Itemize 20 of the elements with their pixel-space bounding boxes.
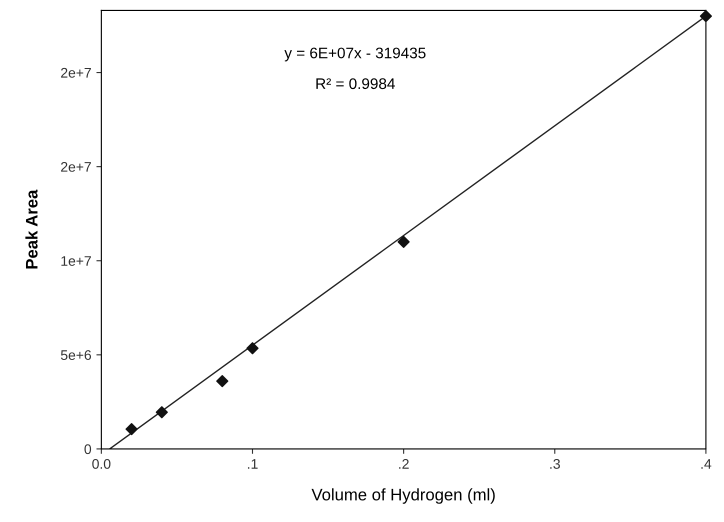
y-tick-label: 2e+7 (61, 162, 91, 172)
x-tick-label: .4 (701, 459, 712, 469)
annotation: y = 6E+07x - 319435 (284, 48, 426, 62)
x-axis-title: Volume of Hydrogen (ml) (312, 488, 495, 504)
point (246, 342, 259, 354)
x-tick-label: 0.0 (92, 459, 110, 469)
point (398, 236, 410, 248)
x-tick-label: .3 (550, 459, 560, 469)
point (126, 423, 138, 436)
y-tick-label: 2e+7 (61, 68, 91, 78)
y-axis-title: Peak Area (25, 190, 38, 269)
x-tick-label: .2 (399, 459, 409, 469)
x-tick-label: .1 (248, 459, 258, 469)
y-tick-label: 5e+6 (60, 350, 92, 360)
annotation: R² = 0.9984 (316, 78, 395, 90)
point (156, 406, 168, 418)
point (700, 10, 712, 22)
y-tick-label: 0 (84, 444, 92, 454)
y-tick-label: 1e+7 (61, 256, 91, 266)
point (216, 375, 228, 388)
